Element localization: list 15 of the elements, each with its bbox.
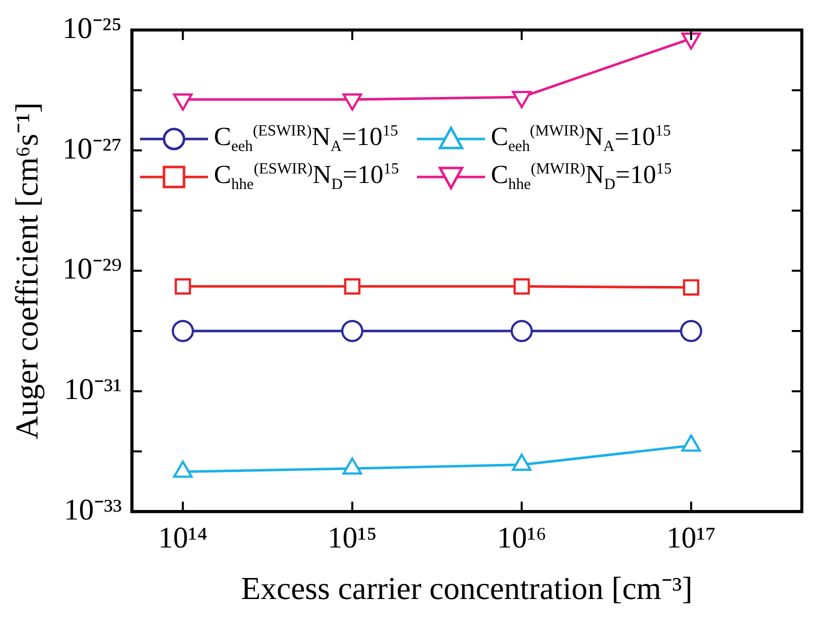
y-tick-label: 10⁻²⁵ xyxy=(62,12,122,45)
x-tick-label: 10¹⁷ xyxy=(666,521,716,554)
y-axis-title: Auger coefficient [cm⁶s⁻¹] xyxy=(8,102,45,440)
y-tick-label: 10⁻²⁹ xyxy=(62,252,122,286)
legend-label: C$_{hhe}$$^{(ESWIR)}$N$_{D}$=10$^{15}$ xyxy=(214,160,399,194)
x-tick-label: 10¹⁶ xyxy=(496,521,546,554)
x-axis-title: Excess carrier concentration [cm⁻³] xyxy=(241,570,693,606)
legend-label: C$_{eeh}$$^{(MWIR)}$N$_{A}$=10$^{15}$ xyxy=(490,122,671,156)
y-tick-label: 10⁻³¹ xyxy=(64,373,122,406)
x-tick-label: 10¹⁵ xyxy=(328,521,378,554)
y-tick-label: 10⁻²⁷ xyxy=(62,132,122,166)
x-tick-label: 10¹⁴ xyxy=(158,521,208,554)
legend-label: C$_{eeh}$$^{(ESWIR)}$N$_{A}$=10$^{15}$ xyxy=(214,122,398,156)
legend-label: C$_{hhe}$$^{(MWIR)}$N$_{D}$=10$^{15}$ xyxy=(490,160,672,194)
y-tick-label: 10⁻³³ xyxy=(64,493,122,526)
